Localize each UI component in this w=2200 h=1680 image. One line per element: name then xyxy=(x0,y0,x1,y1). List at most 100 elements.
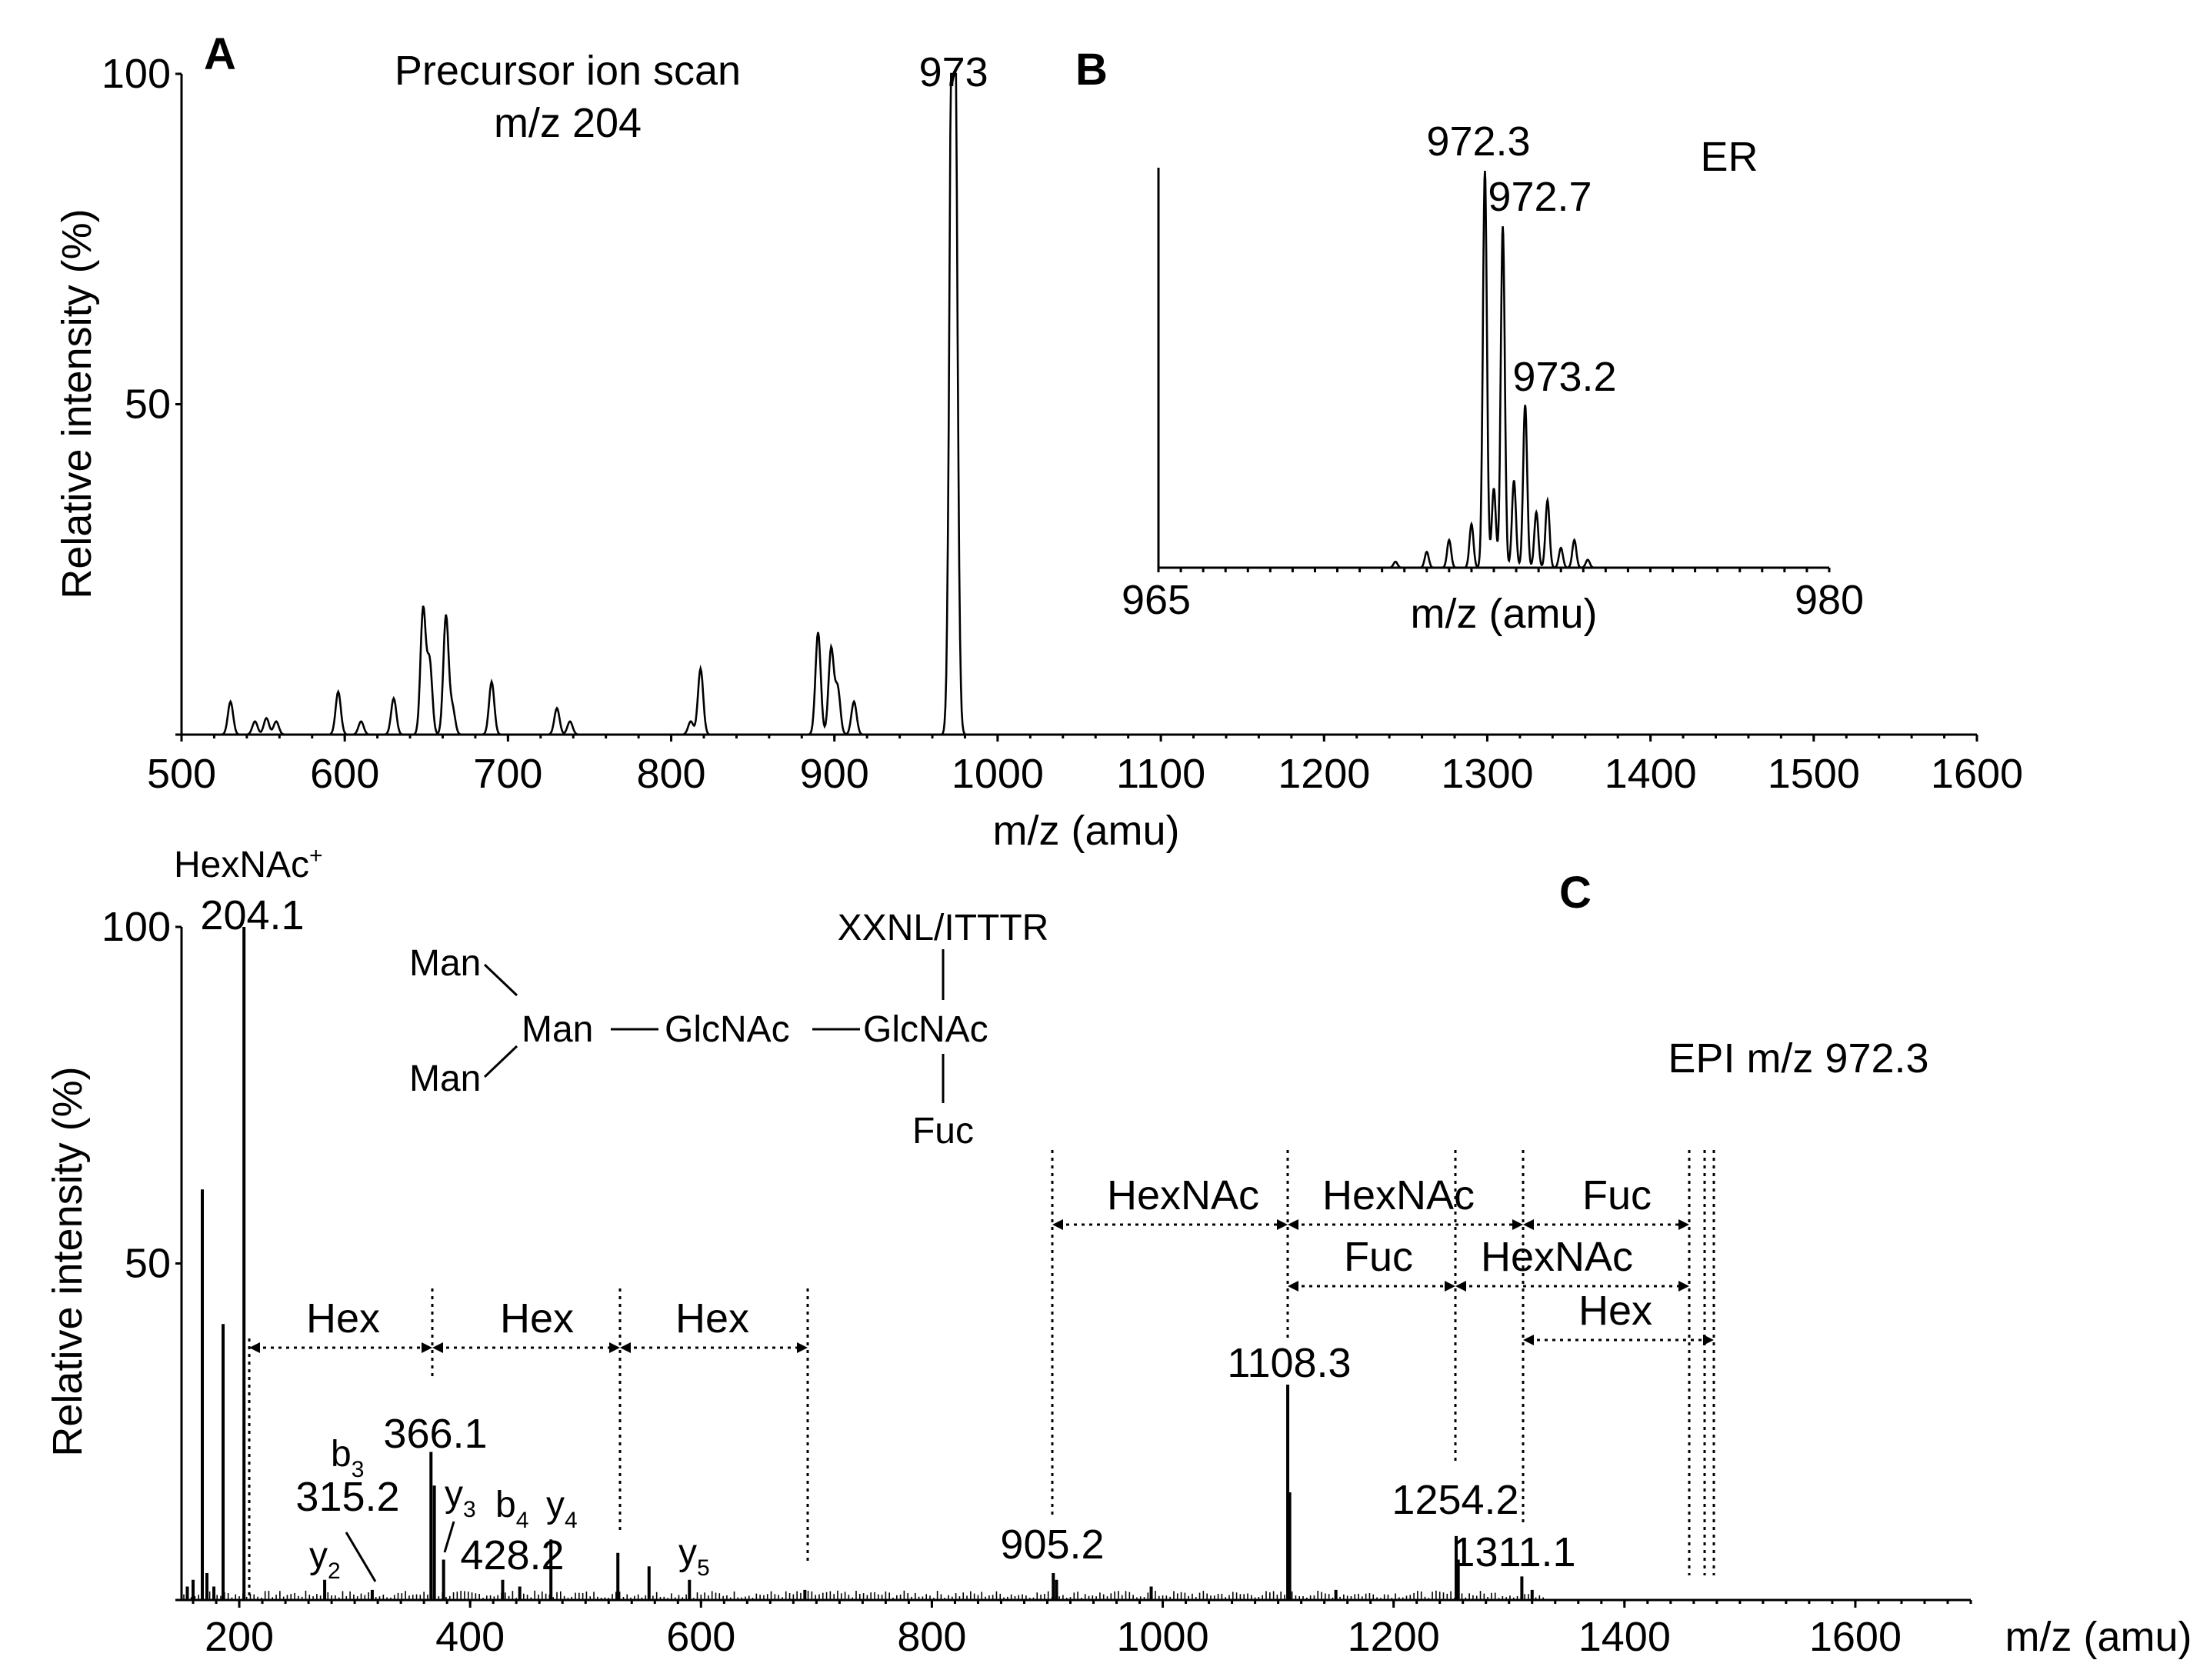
panel-c-letter: C xyxy=(1559,868,1592,918)
panel-c-x-tick-label: 400 xyxy=(435,1614,505,1660)
panel-a-peak-label-973: 973 xyxy=(919,49,988,95)
panel-a-letter: A xyxy=(204,29,236,79)
b3-ion-label: b3 xyxy=(331,1434,364,1482)
panel-c-x-tick-label: 1600 xyxy=(1809,1614,1902,1660)
panel-b-peak-label-972-7: 972.7 xyxy=(1488,174,1592,220)
peak-label-366-1: 366.1 xyxy=(383,1411,487,1457)
label-fuc-2: Fuc xyxy=(1344,1234,1413,1280)
label-hex-1: Hex xyxy=(306,1295,380,1342)
peak-label-1108-3: 1108.3 xyxy=(1227,1340,1351,1386)
panel-b-letter: B xyxy=(1075,45,1108,95)
arrow-hexnac-2-left-head xyxy=(1288,1219,1298,1230)
glycan-structure: Man Man Man GlcNAc GlcNAc XXNL/ITTTR Fuc xyxy=(409,908,1048,1152)
panel-a-x-tick-label: 1400 xyxy=(1605,751,1697,797)
arrow-hex-1-right-head xyxy=(422,1342,432,1353)
arrow-hex-4-right-head xyxy=(1703,1335,1714,1345)
peak-label-1311-1: 1311.1 xyxy=(1452,1529,1575,1575)
peak-label-1254-2: 1254.2 xyxy=(1392,1477,1518,1523)
y4-ion-label: y4 xyxy=(546,1485,578,1533)
label-fuc-1: Fuc xyxy=(1582,1172,1652,1218)
panel-a-x-tick-label: 600 xyxy=(310,751,379,797)
panel-a-x-tick-label: 1100 xyxy=(1116,751,1205,797)
glycan-glcnac-2: GlcNAc xyxy=(863,1009,988,1050)
panel-b-x-tick-min: 965 xyxy=(1122,577,1191,623)
panel-c-x-tick-label: 600 xyxy=(666,1614,735,1660)
arrow-hex-2-left-head xyxy=(432,1342,443,1353)
panel-c-x-tick-label: 200 xyxy=(205,1614,274,1660)
panel-b-x-label: m/z (amu) xyxy=(1411,591,1598,637)
panel-a-x-label: m/z (amu) xyxy=(993,808,1180,854)
panel-a-title: Precursor ion scan xyxy=(395,48,741,94)
y3-ion-label: y3 xyxy=(445,1474,476,1522)
panel-b-title: ER xyxy=(1700,134,1758,180)
arrow-hexnac-1-right-head xyxy=(1277,1219,1288,1230)
glycan-peptide: XXNL/ITTTR xyxy=(838,908,1049,948)
panel-a-y-ticks: 50 100 xyxy=(102,51,182,736)
arrow-fuc-2-right-head xyxy=(1445,1281,1455,1292)
glycan-man-center: Man xyxy=(522,1009,593,1050)
hexnac-ion-label: HexNAc+ xyxy=(174,843,323,885)
panel-c-x-tick-label: 1200 xyxy=(1348,1614,1440,1660)
y3-leader-line xyxy=(443,1521,455,1553)
panel-c-x-label: m/z (amu) xyxy=(2005,1614,2192,1660)
label-hexnac-2: HexNAc xyxy=(1322,1172,1475,1218)
panel-c-title: EPI m/z 972.3 xyxy=(1668,1035,1928,1082)
label-hexnac-3: HexNAc xyxy=(1481,1234,1633,1280)
panel-b-peak-label-972-3: 972.3 xyxy=(1426,118,1530,165)
glycan-man-top: Man xyxy=(409,943,481,984)
panel-c-x-tick-label: 800 xyxy=(897,1614,966,1660)
y2-ion-label: y2 xyxy=(309,1535,341,1584)
panel-c-x-ticks: 200 400 600 800 1000 1200 1400 1600 xyxy=(192,1600,1972,1660)
glycan-bond-man-bottom xyxy=(483,1045,518,1078)
panel-c-y-ticks: 50 100 xyxy=(102,904,182,1602)
panel-a-x-tick-label: 700 xyxy=(473,751,542,797)
panel-c-y-tick-label: 100 xyxy=(102,904,171,950)
panel-c-y-tick-label: 50 xyxy=(125,1241,171,1287)
panel-a-x-tick-label: 800 xyxy=(636,751,705,797)
b3-leader-line xyxy=(345,1532,377,1582)
arrow-fuc-2-left-head xyxy=(1288,1281,1298,1292)
panel-b-x-ticks xyxy=(1157,568,1831,572)
peak-label-428-2: 428.2 xyxy=(460,1532,564,1578)
glycan-bond-man-top xyxy=(483,963,518,997)
panel-a-y-tick-label: 50 xyxy=(125,382,171,428)
glycan-man-bottom: Man xyxy=(409,1058,481,1099)
panel-a-x-tick-label: 1600 xyxy=(1931,751,2023,797)
panel-a-y-label: Relative intensity (%) xyxy=(54,208,100,598)
panel-a-subtitle: m/z 204 xyxy=(494,100,642,146)
panel-a-x-tick-label: 1500 xyxy=(1768,751,1860,797)
arrow-hex-4-left-head xyxy=(1523,1335,1534,1345)
mass-difference-guides xyxy=(248,1150,1715,1597)
panel-a: 500 600 700 800 900 1000 1100 1200 1300 1400 1500 1… xyxy=(54,29,2023,854)
arrow-fuc-1-right-head xyxy=(1678,1219,1689,1230)
panel-a-spectrum xyxy=(189,72,1977,736)
panel-c-x-tick-label: 1400 xyxy=(1578,1614,1671,1660)
arrow-hexnac-2-right-head xyxy=(1512,1219,1523,1230)
panel-c-y-label: Relative intensity (%) xyxy=(45,1066,91,1456)
arrow-hexnac-1-left-head xyxy=(1052,1219,1063,1230)
arrow-hexnac-3-right-head xyxy=(1678,1281,1689,1292)
panel-a-x-tick-label: 500 xyxy=(147,751,216,797)
arrow-hexnac-3-left-head xyxy=(1455,1281,1466,1292)
label-hexnac-1: HexNAc xyxy=(1107,1172,1259,1218)
y5-ion-label: y5 xyxy=(678,1532,710,1581)
panel-c-peaks xyxy=(185,927,1534,1600)
arrow-hex-3-left-head xyxy=(620,1342,631,1353)
panel-b: B ER 972.3 972.7 973.2 965 980 m/z (amu) xyxy=(1075,45,1864,637)
panel-a-x-ticks: 500 600 700 800 900 1000 1100 1200 1300 1400 1500 1… xyxy=(147,735,2023,797)
panel-a-y-tick-label: 100 xyxy=(102,51,171,97)
peak-label-905-2: 905.2 xyxy=(1000,1522,1104,1568)
panel-a-x-tick-label: 1300 xyxy=(1441,751,1533,797)
label-hex-4: Hex xyxy=(1578,1288,1652,1334)
arrow-hex-3-right-head xyxy=(797,1342,808,1353)
panel-c-x-tick-label: 1000 xyxy=(1116,1614,1208,1660)
panel-a-x-tick-label: 1200 xyxy=(1278,751,1370,797)
b4-ion-label: b4 xyxy=(495,1485,528,1533)
label-hex-2: Hex xyxy=(500,1295,574,1342)
mass-difference-arrows: Hex Hex Hex HexNAc HexNAc Fuc Fu xyxy=(249,1172,1714,1353)
panel-c: 200 400 600 800 1000 1200 1400 1600 50 100 C EPI… xyxy=(45,843,2192,1660)
label-hex-3: Hex xyxy=(675,1295,749,1342)
panel-c-baseline-noise xyxy=(183,1590,1544,1600)
panel-b-peak-label-973-2: 973.2 xyxy=(1512,354,1616,400)
